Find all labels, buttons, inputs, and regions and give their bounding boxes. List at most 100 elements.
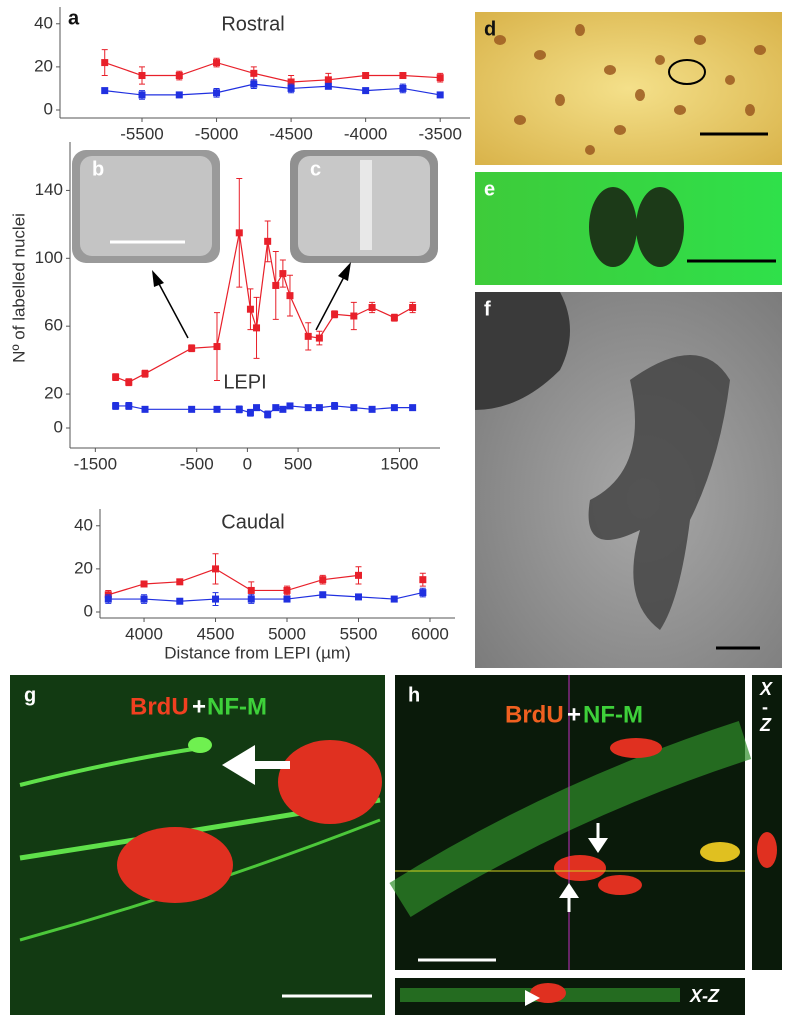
y-tick-label: 20 (44, 384, 63, 403)
x-tick-label: 5500 (340, 624, 378, 643)
data-point (279, 270, 287, 278)
data-point (175, 91, 183, 99)
x-tick-label: 4000 (125, 624, 163, 643)
data-point (436, 91, 444, 99)
panel-label: e (484, 178, 495, 200)
stain-label: BrdU (130, 693, 189, 720)
x-tick-label: -1500 (74, 454, 117, 473)
data-point (264, 237, 272, 245)
data-point (419, 576, 427, 584)
data-point (419, 589, 427, 597)
data-point (188, 344, 196, 352)
data-point (409, 304, 417, 312)
data-point (101, 87, 109, 95)
data-point (141, 370, 149, 378)
data-point (141, 405, 149, 413)
x-tick-label: 4500 (197, 624, 235, 643)
stain-label: NF-M (583, 701, 643, 728)
data-point (250, 69, 258, 77)
y-tick-label: 60 (44, 316, 63, 335)
data-point (176, 578, 184, 586)
data-point (390, 314, 398, 322)
panel-f: f (475, 292, 782, 668)
data-point (246, 305, 254, 313)
data-point (140, 595, 148, 603)
inset-c: c (290, 150, 438, 263)
data-point (125, 402, 133, 410)
x-tick-label: 1500 (381, 454, 419, 473)
data-point (175, 72, 183, 80)
panel-e: e (475, 172, 782, 285)
data-point (272, 404, 280, 412)
data-point (235, 405, 243, 413)
data-point (213, 405, 221, 413)
y-tick-label: 0 (84, 601, 93, 620)
data-point (247, 586, 255, 594)
stain-label: + (567, 701, 581, 728)
data-point (264, 410, 272, 418)
data-point (315, 334, 323, 342)
data-point (331, 310, 339, 318)
y-tick-label: 40 (74, 515, 93, 534)
data-point (304, 404, 312, 412)
data-point (176, 597, 184, 605)
series-line (104, 83, 441, 96)
data-point (368, 304, 376, 312)
xz-label: - (762, 697, 768, 717)
data-point (315, 404, 323, 412)
data-point (390, 595, 398, 603)
x-tick-label: -500 (180, 454, 214, 473)
x-tick-label: -3500 (418, 124, 461, 143)
data-point (253, 404, 261, 412)
data-point (354, 593, 362, 601)
data-point (287, 78, 295, 86)
series-line (108, 569, 423, 595)
chart-title: Caudal (221, 511, 284, 533)
x-tick-label: -4500 (269, 124, 312, 143)
data-point (390, 404, 398, 412)
data-point (362, 87, 370, 95)
data-point (138, 91, 146, 99)
chart-title: Rostral (221, 13, 284, 35)
y-tick-label: 100 (35, 248, 63, 267)
data-point (101, 59, 109, 67)
data-point (399, 84, 407, 92)
x-tick-label: 5000 (268, 624, 306, 643)
panel-d: d (475, 12, 782, 165)
data-point (213, 89, 221, 97)
x-tick-label: -5500 (120, 124, 163, 143)
data-point (283, 586, 291, 594)
panel-label: a (68, 7, 80, 29)
xz-label: Z (759, 715, 772, 735)
arrowhead (152, 270, 164, 287)
data-point (247, 595, 255, 603)
stain-label: BrdU (505, 701, 564, 728)
data-point (368, 405, 376, 413)
chart-title: LEPI (223, 371, 266, 393)
stain-label: + (192, 693, 206, 720)
data-point (212, 595, 220, 603)
xz-label: X-Z (689, 986, 720, 1006)
arrow (157, 281, 189, 339)
data-point (279, 405, 287, 413)
data-point (213, 343, 221, 351)
arrowhead (338, 262, 351, 281)
data-point (324, 82, 332, 90)
series-line (104, 61, 441, 83)
data-point (286, 292, 294, 300)
data-point (354, 571, 362, 579)
data-point (324, 76, 332, 84)
data-point (235, 229, 243, 237)
data-point (188, 405, 196, 413)
data-point (350, 312, 358, 320)
panel-label: h (408, 684, 420, 706)
panel-label: f (484, 298, 491, 320)
data-point (350, 404, 358, 412)
data-point (213, 59, 221, 67)
data-point (112, 373, 120, 381)
panel-label: d (484, 18, 496, 40)
data-point (104, 595, 112, 603)
data-point (362, 72, 370, 80)
data-point (212, 565, 220, 573)
